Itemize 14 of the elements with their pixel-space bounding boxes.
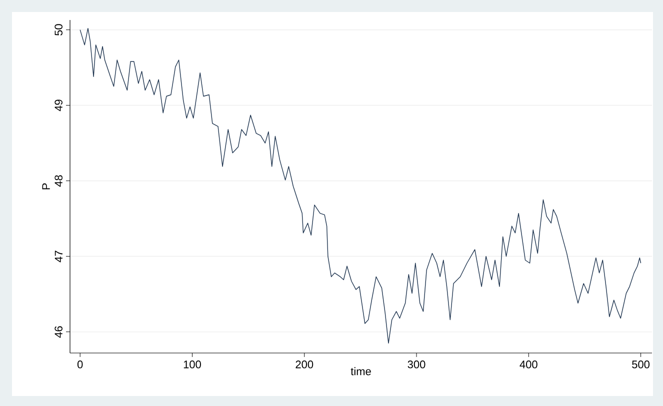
x-tick-label: 100 [184, 360, 201, 368]
y-axis-title: P [42, 183, 50, 190]
y-tick-label: 50 [54, 24, 62, 36]
line-series [80, 28, 642, 344]
y-tick-label: 48 [54, 175, 62, 187]
x-tick-label: 200 [296, 360, 314, 368]
x-axis-title: time [350, 367, 371, 376]
x-tick-label: 400 [520, 360, 538, 368]
y-tick-label: 47 [54, 250, 62, 262]
y-tick-label: 46 [54, 326, 62, 338]
x-tick-label: 300 [408, 360, 426, 368]
x-tick-label: 0 [77, 360, 83, 368]
x-tick-label: 500 [632, 360, 650, 368]
y-tick-label: 49 [54, 100, 62, 112]
